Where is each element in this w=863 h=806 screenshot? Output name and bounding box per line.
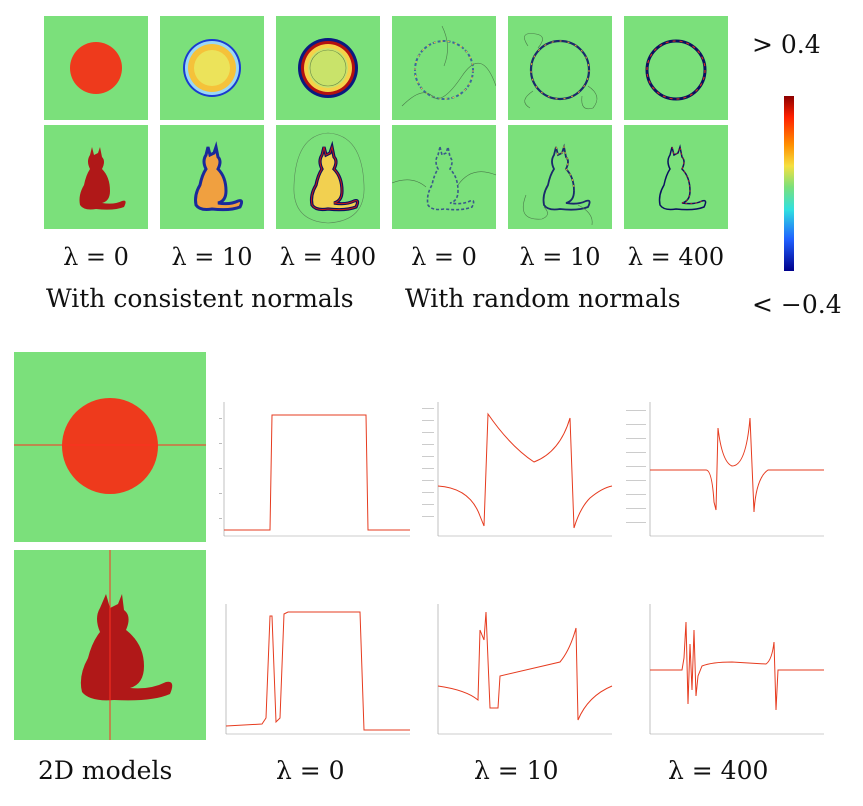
colorbar-min-label: < −0.4 <box>752 290 842 319</box>
circle-random-lambda-400 <box>624 16 728 120</box>
circle-consistent-lambda-0 <box>44 16 148 120</box>
plot-circle-lambda-10 <box>420 398 614 543</box>
top-lambda-label: λ = 0 <box>411 243 477 271</box>
colorbar-max-label: > 0.4 <box>752 30 821 59</box>
cat-random-lambda-0 <box>392 125 496 229</box>
bottom-label-lambda-0: λ = 0 <box>276 756 345 785</box>
plot-circle-lambda-0 <box>218 398 412 543</box>
cat-consistent-lambda-10 <box>160 125 264 229</box>
circle-consistent-lambda-10 <box>160 16 264 120</box>
circle-random-lambda-0 <box>392 16 496 120</box>
plot-cat-lambda-0 <box>218 600 412 740</box>
top-lambda-label: λ = 400 <box>627 243 725 271</box>
cat-consistent-lambda-400 <box>276 125 380 229</box>
bottom-label-lambda-10: λ = 10 <box>474 756 559 785</box>
plot-circle-lambda-400 <box>622 398 826 543</box>
top-lambda-label: λ = 400 <box>279 243 377 271</box>
top-lambda-label: λ = 0 <box>63 243 129 271</box>
group-label-consistent: With consistent normals <box>46 284 354 313</box>
top-lambda-label: λ = 10 <box>171 243 253 271</box>
top-lambda-label: λ = 10 <box>519 243 601 271</box>
circle-random-lambda-10 <box>508 16 612 120</box>
bottom-label-models: 2D models <box>38 756 173 785</box>
cat-random-lambda-400 <box>624 125 728 229</box>
model-cat <box>14 550 206 740</box>
model-circle <box>14 352 206 542</box>
cat-consistent-lambda-0 <box>44 125 148 229</box>
plot-cat-lambda-10 <box>420 600 614 740</box>
bottom-label-lambda-400: λ = 400 <box>668 756 769 785</box>
cat-random-lambda-10 <box>508 125 612 229</box>
plot-cat-lambda-400 <box>622 600 826 740</box>
colorbar <box>784 96 794 271</box>
circle-consistent-lambda-400 <box>276 16 380 120</box>
group-label-random: With random normals <box>405 284 681 313</box>
